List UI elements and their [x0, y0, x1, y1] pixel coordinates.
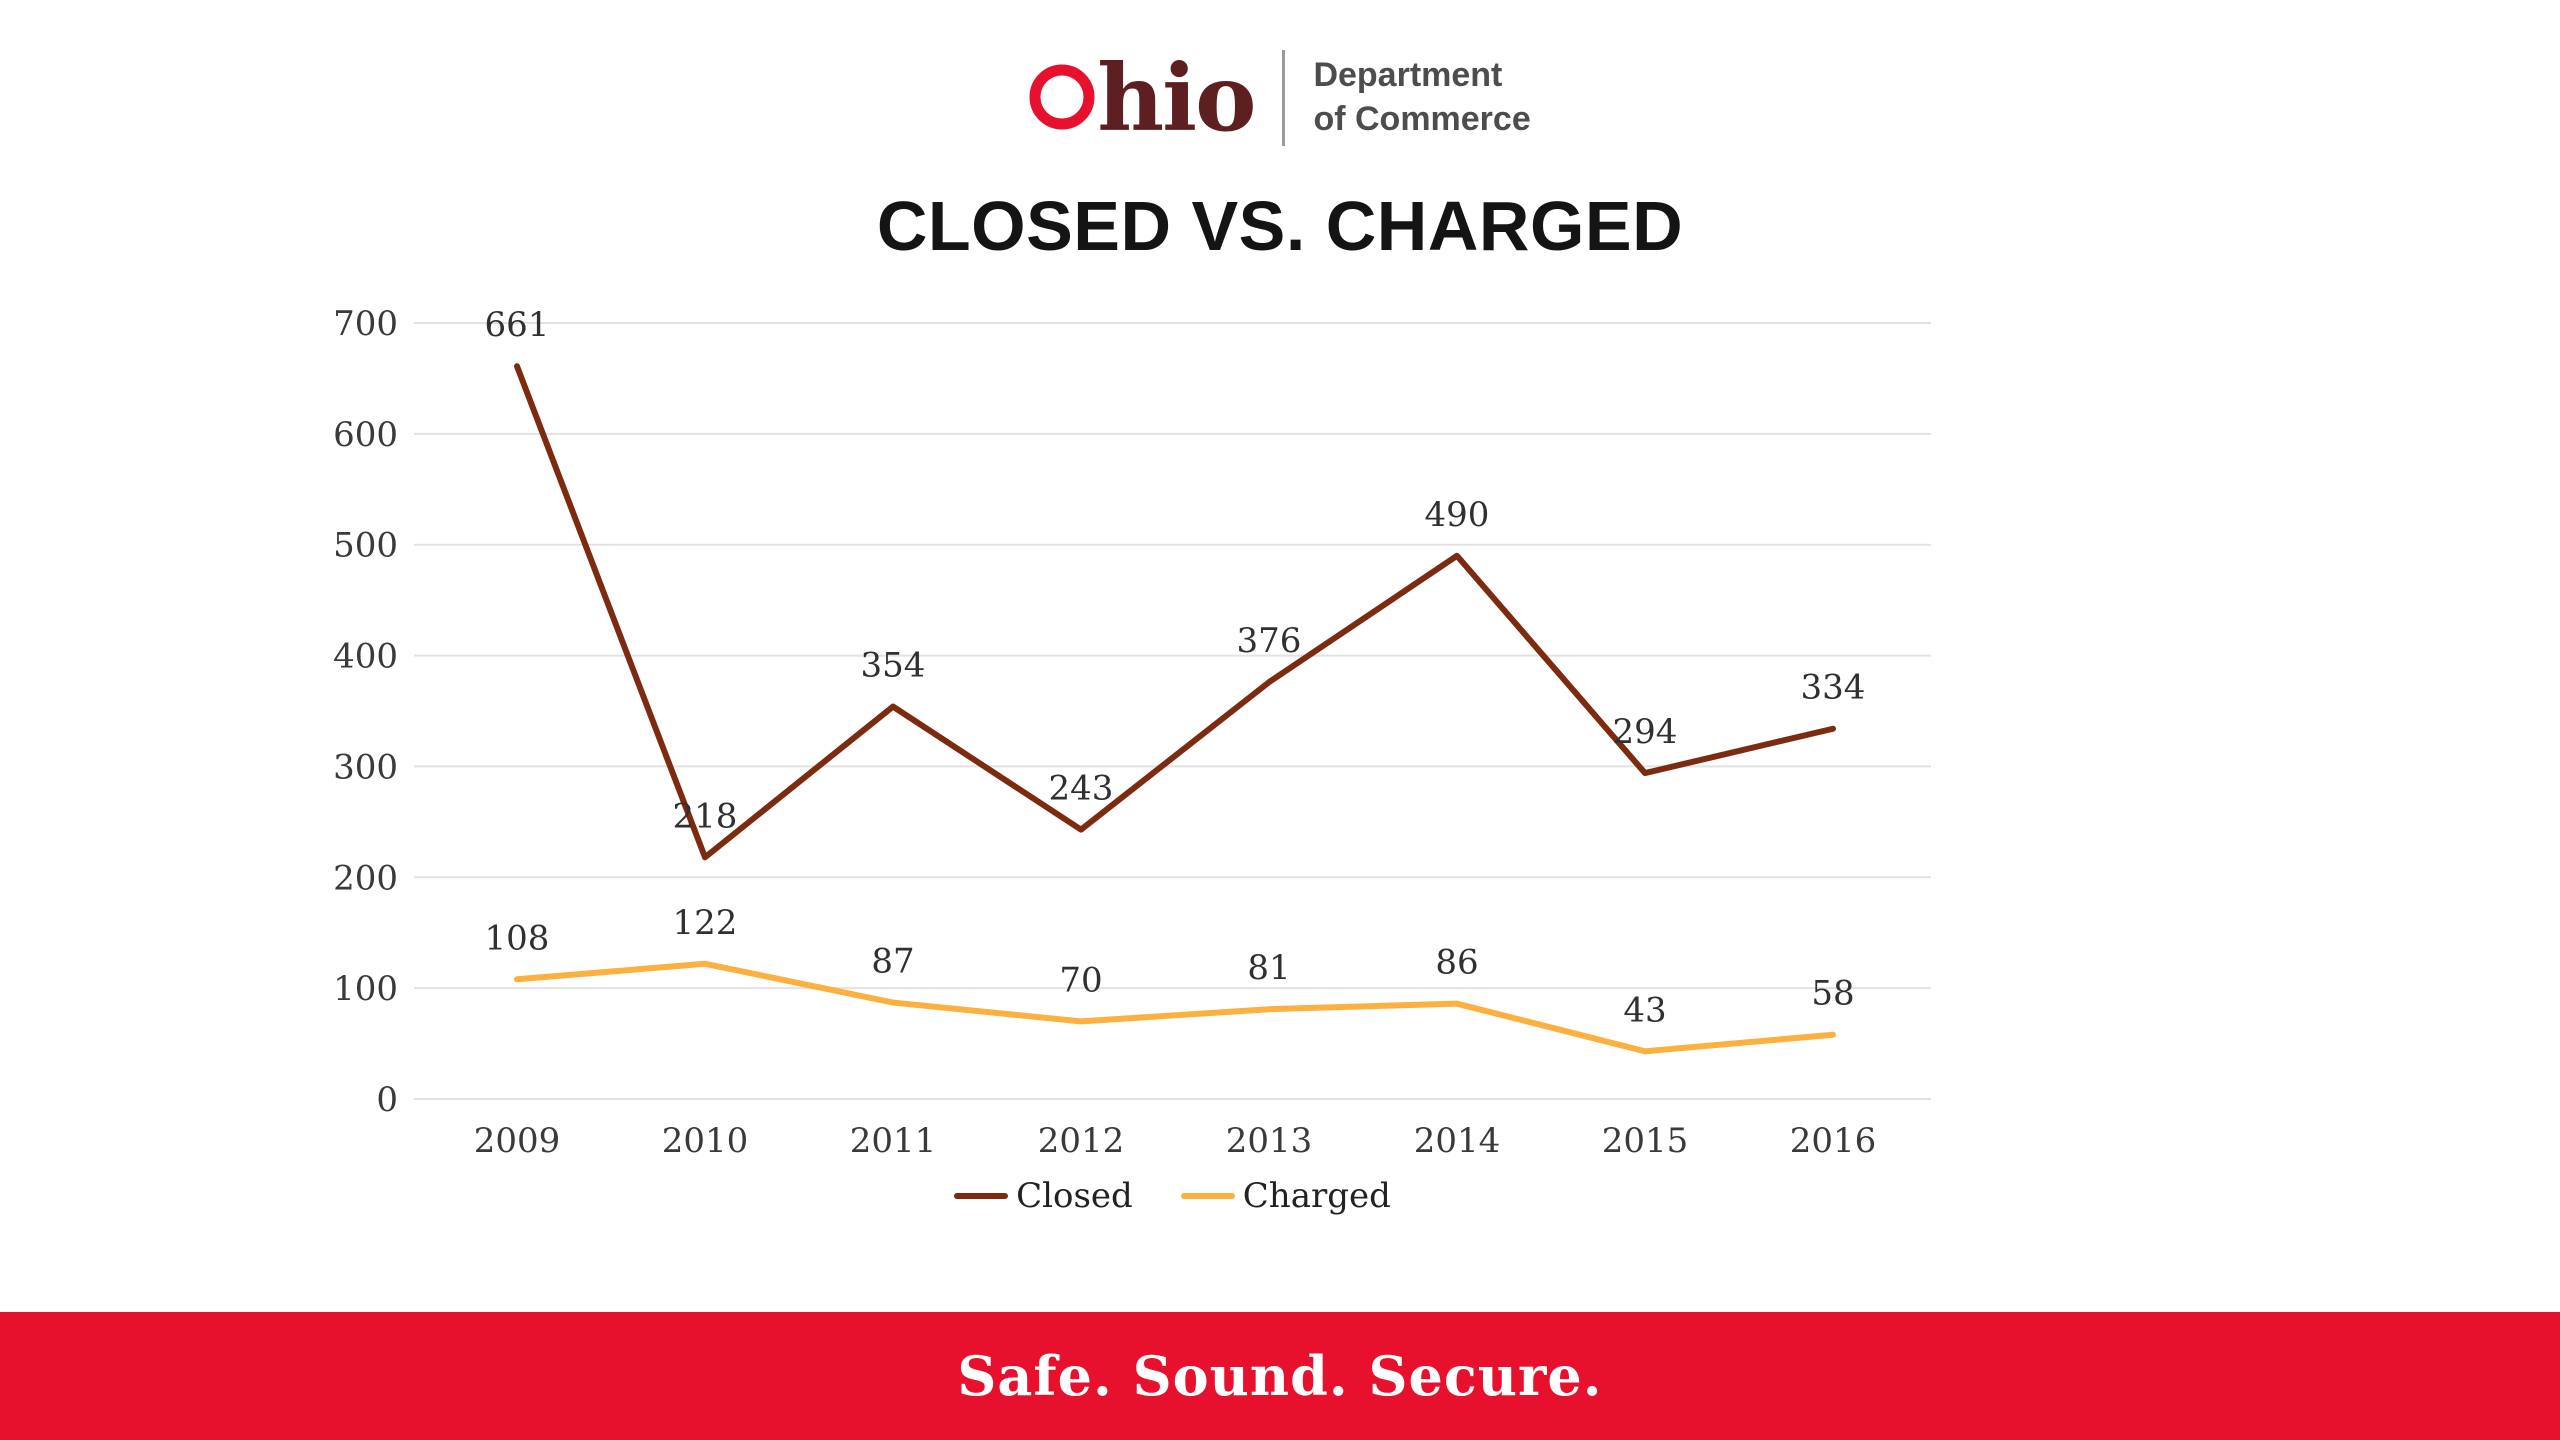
y-tick-label: 300	[333, 747, 398, 787]
legend-swatch-charged	[1180, 1193, 1235, 1199]
ohio-wordmark-text: hio	[1097, 44, 1256, 152]
department-name: Department of Commerce	[1313, 54, 1530, 141]
data-label: 108	[485, 918, 550, 958]
data-label: 490	[1425, 495, 1490, 535]
legend-item-closed: Closed	[954, 1176, 1133, 1216]
y-tick-label: 500	[333, 526, 398, 566]
x-tick-label: 2012	[1038, 1121, 1125, 1161]
legend-swatch-closed	[954, 1193, 1009, 1199]
x-tick-label: 2013	[1226, 1121, 1313, 1161]
data-label: 376	[1237, 621, 1302, 661]
data-label: 58	[1811, 974, 1854, 1014]
x-tick-label: 2014	[1414, 1121, 1501, 1161]
data-label: 661	[485, 305, 550, 345]
data-label: 81	[1247, 948, 1290, 988]
y-tick-label: 400	[333, 637, 398, 677]
chart-title: CLOSED VS. CHARGED	[876, 187, 1684, 265]
y-tick-label: 0	[376, 1080, 398, 1120]
series-line-charged	[514, 960, 1836, 1055]
data-label: 122	[673, 903, 738, 943]
ohio-o-icon	[1029, 64, 1095, 130]
y-tick-label: 100	[333, 969, 398, 1009]
department-line2: of Commerce	[1313, 100, 1531, 138]
footer: Safe. Sound. Secure.	[0, 1312, 2560, 1440]
legend-label-closed: Closed	[1016, 1176, 1133, 1216]
y-tick-label: 700	[333, 304, 398, 344]
data-label: 294	[1613, 712, 1678, 752]
x-tick-label: 2011	[850, 1121, 937, 1161]
x-tick-label: 2016	[1790, 1121, 1877, 1161]
data-label: 70	[1059, 960, 1102, 1000]
ohio-logo: hio	[1029, 44, 1256, 152]
x-tick-label: 2015	[1602, 1121, 1689, 1161]
footer-tagline: Safe. Sound. Secure.	[957, 1344, 1603, 1408]
chart-legend: Closed Charged	[414, 1176, 1931, 1216]
data-label: 43	[1623, 990, 1666, 1030]
department-line1: Department	[1313, 56, 1503, 95]
x-tick-label: 2009	[474, 1121, 561, 1161]
data-label: 87	[871, 942, 914, 982]
legend-label-charged: Charged	[1242, 1176, 1391, 1216]
data-label: 218	[673, 796, 738, 836]
series-line-closed	[514, 363, 1836, 861]
data-label: 243	[1049, 769, 1114, 809]
logo-divider	[1282, 50, 1286, 146]
x-tick-label: 2010	[662, 1121, 749, 1161]
data-label: 354	[861, 646, 926, 686]
line-chart: 0 100 200 300 400 500 600 700 2009 2010 2011 2012 20…	[333, 304, 1931, 1161]
legend-item-charged: Charged	[1180, 1176, 1391, 1216]
y-tick-label: 200	[333, 858, 398, 898]
header: hio Department of Commerce	[0, 50, 2560, 146]
y-tick-label: 600	[333, 415, 398, 455]
data-label: 86	[1435, 943, 1478, 983]
data-label: 334	[1801, 668, 1866, 708]
